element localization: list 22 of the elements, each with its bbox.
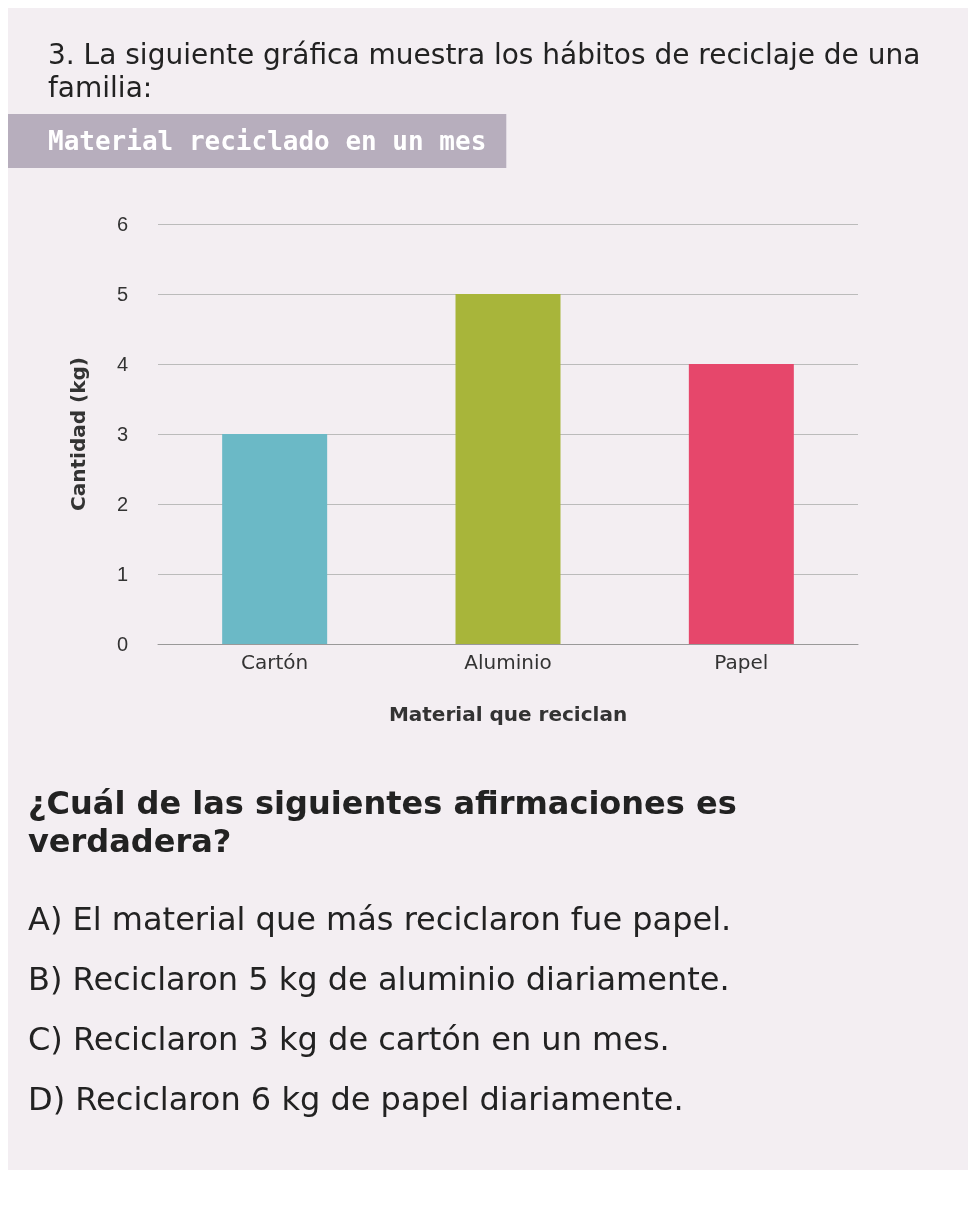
text: B) Reciclaron 5 kg de aluminio diariamente. <box>28 960 731 998</box>
bar <box>688 364 794 644</box>
bar <box>222 434 328 644</box>
y-tick-label: 5 <box>116 283 128 305</box>
chart-title: Material reciclado en un mes <box>48 126 487 156</box>
y-tick-label: 6 <box>116 213 128 235</box>
x-tick-label: Aluminio <box>464 650 552 674</box>
y-tick-label: 4 <box>116 353 128 375</box>
x-tick-label: Papel <box>714 650 769 674</box>
text: ¿Cuál de las siguientes afirmaciones es verdadera? <box>28 784 738 860</box>
y-tick-label: 1 <box>116 563 128 585</box>
y-tick-label: 3 <box>116 423 128 445</box>
y-axis-title: Cantidad (kg) <box>66 357 90 511</box>
text: A) El material que más reciclaron fue papel. <box>28 900 733 938</box>
text: D) Reciclaron 6 kg de papel diariamente. <box>28 1080 685 1118</box>
x-tick-label: Cartón <box>241 650 309 674</box>
y-tick-label: 2 <box>116 493 128 515</box>
text: 3. La siguiente gráfica muestra los hábitos de reciclaje de una familia: <box>47 37 922 106</box>
text: C) Reciclaron 3 kg de cartón en un mes. <box>28 1020 671 1058</box>
x-axis-title: Material que reciclan <box>388 702 628 726</box>
y-tick-label: 0 <box>116 633 128 655</box>
bar <box>455 294 561 644</box>
